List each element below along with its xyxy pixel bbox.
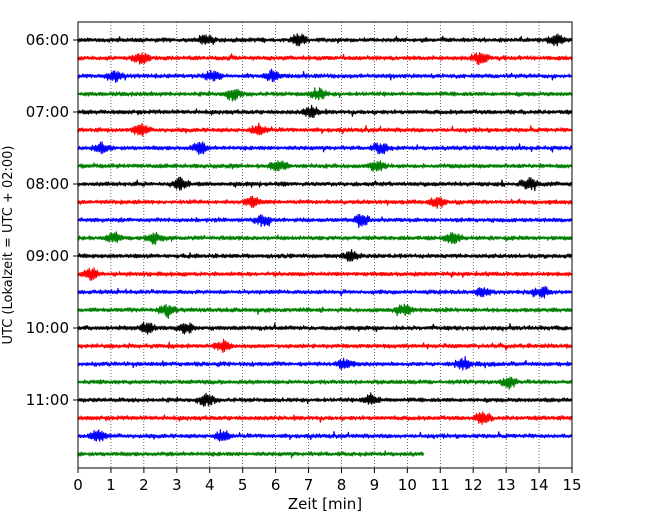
trace-line bbox=[77, 160, 573, 172]
trace-line bbox=[77, 303, 573, 319]
x-tick-label: 1 bbox=[106, 476, 116, 494]
trace-line bbox=[77, 213, 573, 229]
trace-line bbox=[77, 338, 573, 354]
trace-line bbox=[77, 141, 573, 155]
trace-line bbox=[77, 231, 573, 245]
y-tick-label: 11:00 bbox=[26, 391, 69, 409]
y-tick-label: 07:00 bbox=[26, 103, 69, 121]
y-tick-label: 08:00 bbox=[26, 175, 69, 193]
x-tick-label: 2 bbox=[139, 476, 149, 494]
x-tick-label: 12 bbox=[464, 476, 483, 494]
x-tick-label: 11 bbox=[431, 476, 450, 494]
trace-line bbox=[77, 249, 573, 262]
trace-line bbox=[77, 429, 573, 442]
trace-line bbox=[77, 411, 573, 425]
x-tick-label: 4 bbox=[205, 476, 215, 494]
trace-line bbox=[77, 104, 573, 119]
x-tick-label: 9 bbox=[370, 476, 380, 494]
trace-line bbox=[77, 176, 573, 192]
x-tick-label: 14 bbox=[530, 476, 549, 494]
x-tick-label: 7 bbox=[304, 476, 314, 494]
trace-group bbox=[77, 33, 573, 459]
trace-line bbox=[77, 392, 573, 407]
trace-line bbox=[77, 122, 573, 137]
trace-line bbox=[77, 87, 573, 102]
x-axis-ticks: 0 1 2 3 4 5 6 7 8 9 10 11 12 13 14 15 bbox=[73, 468, 582, 494]
trace-line bbox=[77, 376, 573, 390]
y-tick-label: 09:00 bbox=[26, 247, 69, 265]
trace-line bbox=[77, 33, 573, 47]
trace-line bbox=[77, 321, 573, 335]
trace-line bbox=[77, 52, 573, 66]
trace-line bbox=[77, 285, 573, 299]
x-axis-label: Zeit [min] bbox=[288, 495, 362, 513]
x-tick-label: 0 bbox=[73, 476, 83, 494]
x-tick-label: 13 bbox=[497, 476, 516, 494]
trace-line bbox=[77, 195, 573, 209]
trace-line bbox=[77, 68, 573, 83]
trace-line bbox=[77, 356, 573, 371]
trace-line bbox=[77, 450, 425, 459]
y-axis-ticks: 06:00 07:00 08:00 09:00 10:00 11:00 bbox=[26, 31, 78, 409]
x-tick-label: 15 bbox=[562, 476, 581, 494]
grid-lines bbox=[110, 22, 540, 468]
x-tick-label: 10 bbox=[398, 476, 417, 494]
plot-frame bbox=[77, 21, 573, 469]
y-tick-label: 06:00 bbox=[26, 31, 69, 49]
x-tick-label: 8 bbox=[337, 476, 347, 494]
y-tick-label: 10:00 bbox=[26, 319, 69, 337]
x-tick-label: 6 bbox=[271, 476, 281, 494]
trace-line bbox=[77, 267, 573, 281]
y-axis-label: UTC (Lokalzeit = UTC + 02:00) bbox=[1, 146, 16, 345]
x-tick-label: 5 bbox=[238, 476, 248, 494]
x-tick-label: 3 bbox=[172, 476, 182, 494]
